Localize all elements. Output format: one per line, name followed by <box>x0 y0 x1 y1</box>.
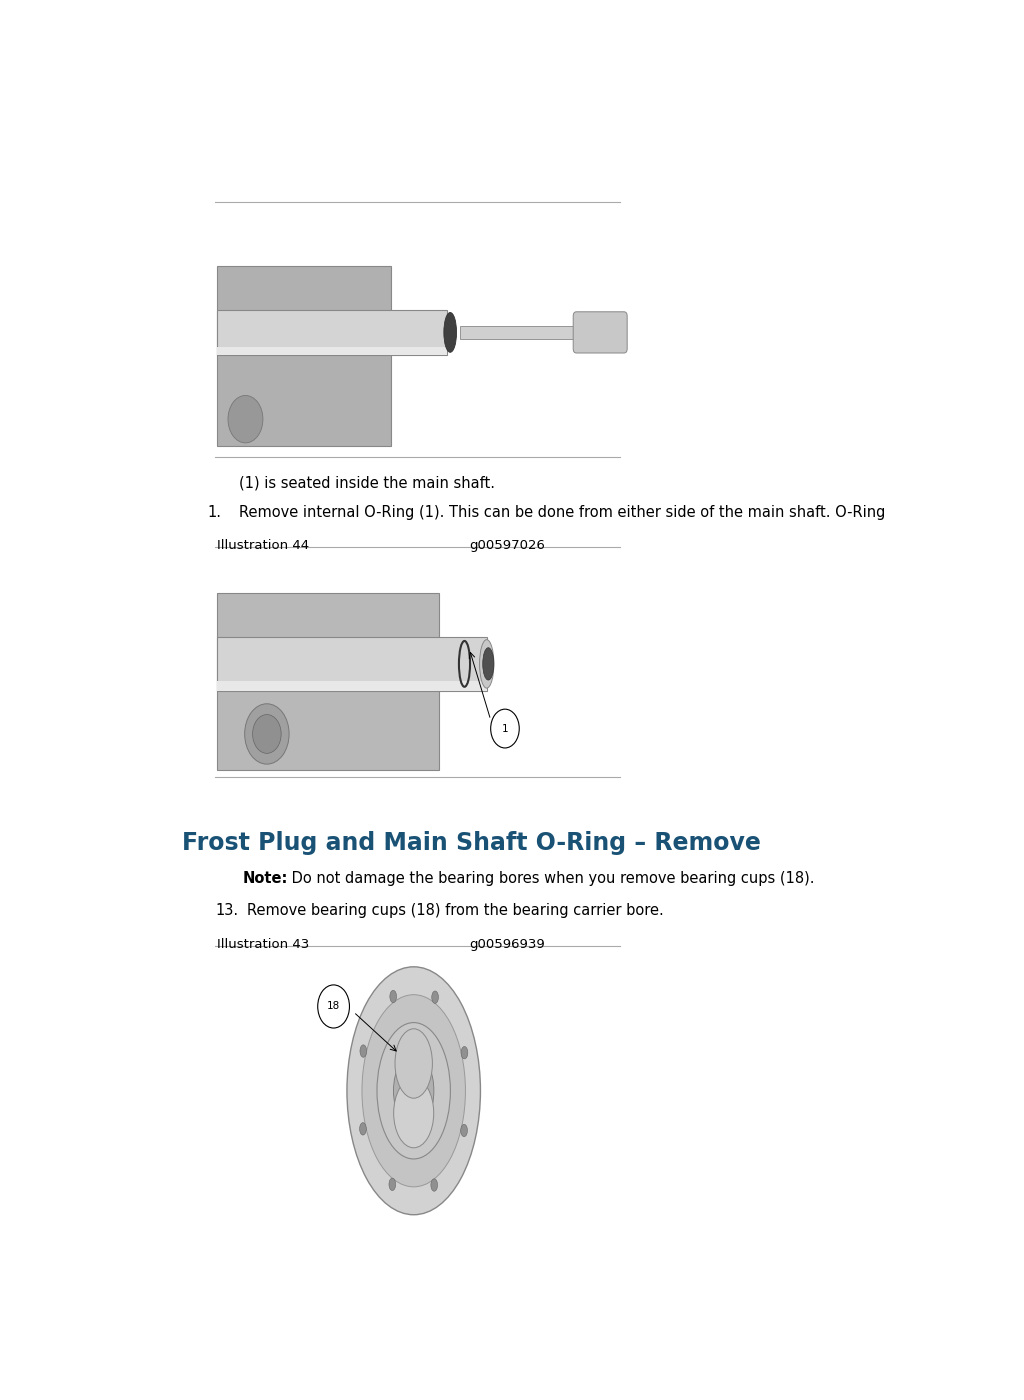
FancyBboxPatch shape <box>460 326 583 339</box>
Ellipse shape <box>482 648 494 680</box>
Ellipse shape <box>347 967 480 1215</box>
Ellipse shape <box>377 1022 451 1159</box>
FancyBboxPatch shape <box>217 266 391 447</box>
Ellipse shape <box>389 1179 395 1190</box>
Circle shape <box>490 710 519 748</box>
FancyBboxPatch shape <box>404 1051 423 1100</box>
Text: 13.: 13. <box>215 903 239 918</box>
Text: 1: 1 <box>502 724 508 734</box>
FancyBboxPatch shape <box>217 637 486 690</box>
Text: Remove bearing cups (18) from the bearing carrier bore.: Remove bearing cups (18) from the bearin… <box>247 903 664 918</box>
Text: 18: 18 <box>327 1001 340 1011</box>
Text: Remove internal O-Ring (1). This can be done from either side of the main shaft.: Remove internal O-Ring (1). This can be … <box>239 505 886 521</box>
FancyBboxPatch shape <box>217 682 486 690</box>
Text: Illustration 43: Illustration 43 <box>217 938 309 951</box>
FancyBboxPatch shape <box>217 347 447 356</box>
Ellipse shape <box>395 1029 432 1098</box>
Text: Illustration 44: Illustration 44 <box>217 539 309 552</box>
Ellipse shape <box>359 1123 367 1135</box>
Ellipse shape <box>393 1053 434 1128</box>
FancyBboxPatch shape <box>573 312 627 353</box>
Text: 1.: 1. <box>207 505 221 521</box>
Text: Note:: Note: <box>243 871 289 886</box>
Ellipse shape <box>360 1044 367 1057</box>
Ellipse shape <box>443 312 457 353</box>
Text: g00597026: g00597026 <box>469 539 545 552</box>
Ellipse shape <box>361 994 466 1187</box>
Circle shape <box>253 714 282 753</box>
Ellipse shape <box>461 1046 468 1058</box>
Ellipse shape <box>431 1179 437 1191</box>
Text: g00596939: g00596939 <box>469 938 545 951</box>
Circle shape <box>228 395 263 442</box>
FancyBboxPatch shape <box>217 592 439 770</box>
FancyBboxPatch shape <box>217 309 447 356</box>
Text: Do not damage the bearing bores when you remove bearing cups (18).: Do not damage the bearing bores when you… <box>287 871 814 886</box>
Ellipse shape <box>393 1078 434 1148</box>
Text: (1) is seated inside the main shaft.: (1) is seated inside the main shaft. <box>239 475 496 490</box>
Circle shape <box>317 986 349 1028</box>
Ellipse shape <box>479 640 494 689</box>
Ellipse shape <box>432 991 438 1004</box>
Circle shape <box>245 704 289 764</box>
Text: Frost Plug and Main Shaft O-Ring – Remove: Frost Plug and Main Shaft O-Ring – Remov… <box>182 832 761 855</box>
Ellipse shape <box>390 990 396 1002</box>
Ellipse shape <box>461 1124 467 1137</box>
